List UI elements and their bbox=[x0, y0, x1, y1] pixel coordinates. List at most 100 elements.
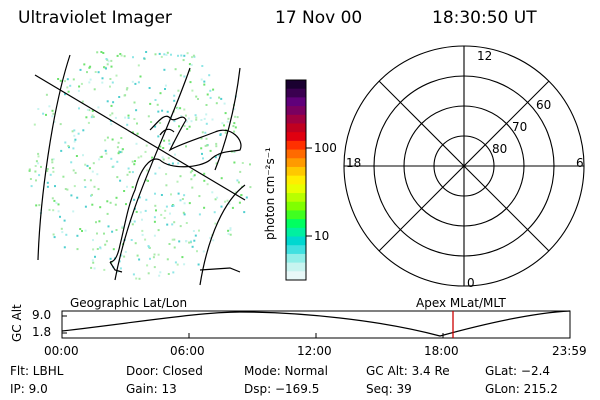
speckle-pixel bbox=[189, 171, 192, 174]
speckle-pixel bbox=[45, 113, 47, 116]
speckle-pixel bbox=[139, 75, 142, 78]
speckle-pixel bbox=[120, 54, 123, 57]
speckle-pixel bbox=[88, 66, 91, 69]
mlt-label-12: 12 bbox=[477, 49, 493, 63]
speckle-pixel bbox=[163, 68, 166, 71]
speckle-pixel bbox=[204, 144, 207, 147]
speckle-pixel bbox=[65, 233, 68, 236]
speckle-pixel bbox=[115, 74, 118, 77]
status-glon: GLon: 215.2 bbox=[485, 382, 558, 396]
speckle-pixel bbox=[226, 199, 229, 202]
speckle-pixel bbox=[159, 271, 162, 274]
speckle-pixel bbox=[70, 161, 73, 164]
colorbar-stripe bbox=[286, 123, 306, 133]
speckle-pixel bbox=[60, 227, 63, 230]
speckle-pixel bbox=[53, 199, 56, 202]
speckle-pixel bbox=[163, 53, 166, 56]
speckle-pixel bbox=[197, 98, 199, 100]
speckle-pixel bbox=[226, 120, 229, 123]
speckle-pixel bbox=[110, 104, 113, 107]
speckle-pixel bbox=[109, 257, 112, 260]
speckle-pixel bbox=[115, 196, 118, 199]
speckle-pixel bbox=[203, 206, 206, 209]
speckle-pixel bbox=[191, 89, 194, 92]
speckle-pixel bbox=[69, 84, 72, 87]
speckle-pixel bbox=[63, 219, 66, 222]
speckle-pixel bbox=[229, 227, 232, 230]
colorbar-stripe bbox=[286, 245, 306, 255]
speckle-pixel bbox=[110, 59, 113, 62]
speckle-pixel bbox=[229, 228, 232, 231]
colorbar-stripe bbox=[286, 97, 306, 107]
speckle-pixel bbox=[105, 67, 107, 70]
colorbar-stripe bbox=[286, 210, 306, 220]
speckle-pixel bbox=[97, 71, 100, 74]
speckle-pixel bbox=[154, 204, 157, 207]
speckle-pixel bbox=[201, 152, 203, 155]
speckle-pixel bbox=[170, 53, 172, 56]
speckle-pixel bbox=[46, 181, 49, 184]
speckle-pixel bbox=[57, 203, 60, 206]
colorbar-stripe bbox=[286, 201, 306, 211]
speckle-pixel bbox=[109, 78, 112, 80]
speckle-pixel bbox=[97, 188, 100, 191]
speckle-pixel bbox=[164, 88, 166, 90]
speckle-pixel bbox=[116, 270, 119, 273]
timeline-left-caption: Geographic Lat/Lon bbox=[70, 296, 188, 310]
speckle-pixel bbox=[144, 150, 147, 153]
speckle-pixel bbox=[48, 105, 51, 108]
speckle-pixel bbox=[177, 192, 180, 195]
speckle-pixel bbox=[236, 116, 239, 119]
speckle-pixel bbox=[96, 173, 99, 176]
speckle-pixel bbox=[94, 255, 96, 258]
speckle-pixel bbox=[173, 238, 176, 241]
speckle-pixel bbox=[167, 273, 170, 275]
speckle-pixel bbox=[158, 166, 161, 169]
speckle-pixel bbox=[87, 121, 90, 124]
speckle-pixel bbox=[64, 141, 67, 144]
speckle-pixel bbox=[57, 78, 60, 80]
status-ip: IP: 9.0 bbox=[10, 382, 48, 396]
speckle-pixel bbox=[157, 253, 160, 256]
speckle-pixel bbox=[241, 162, 244, 164]
speckle-pixel bbox=[174, 68, 177, 71]
speckle-pixel bbox=[180, 54, 183, 57]
speckle-pixel bbox=[165, 205, 168, 208]
speckle-pixel bbox=[91, 259, 94, 262]
speckle-pixel bbox=[86, 71, 88, 74]
speckle-pixel bbox=[196, 250, 198, 253]
colorbar-stripe bbox=[286, 262, 306, 272]
meridian-line bbox=[114, 67, 191, 281]
colorbar-stripe bbox=[286, 227, 306, 238]
speckle-pixel bbox=[154, 172, 157, 175]
speckle-pixel bbox=[59, 79, 62, 82]
speckle-pixel bbox=[198, 195, 201, 198]
speckle-pixel bbox=[220, 205, 223, 208]
speckle-pixel bbox=[132, 56, 134, 59]
speckle-pixel bbox=[79, 228, 82, 230]
speckle-pixel bbox=[191, 169, 194, 172]
speckle-pixel bbox=[106, 200, 109, 203]
speckle-pixel bbox=[173, 99, 176, 102]
speckle-pixel bbox=[153, 234, 156, 237]
meridian-line bbox=[37, 54, 71, 261]
speckle-pixel bbox=[135, 142, 138, 145]
speckle-pixel bbox=[195, 116, 198, 119]
coastline bbox=[199, 267, 241, 273]
speckle-pixel bbox=[109, 85, 111, 88]
speckle-pixel bbox=[139, 211, 142, 214]
speckle-pixel bbox=[215, 145, 218, 148]
speckle-pixel bbox=[137, 64, 140, 67]
speckle-pixel bbox=[143, 57, 146, 60]
lat-label-60: 60 bbox=[536, 98, 552, 112]
timeline-time-tick: 23:59 bbox=[552, 344, 587, 358]
speckle-pixel bbox=[120, 151, 123, 154]
status-door: Door: Closed bbox=[126, 364, 203, 378]
speckle-pixel bbox=[64, 93, 66, 96]
speckle-pixel bbox=[46, 185, 49, 188]
speckle-pixel bbox=[171, 205, 174, 207]
speckle-pixel bbox=[186, 128, 189, 130]
speckle-pixel bbox=[218, 96, 221, 99]
speckle-pixel bbox=[117, 141, 120, 144]
speckle-pixel bbox=[124, 250, 127, 253]
